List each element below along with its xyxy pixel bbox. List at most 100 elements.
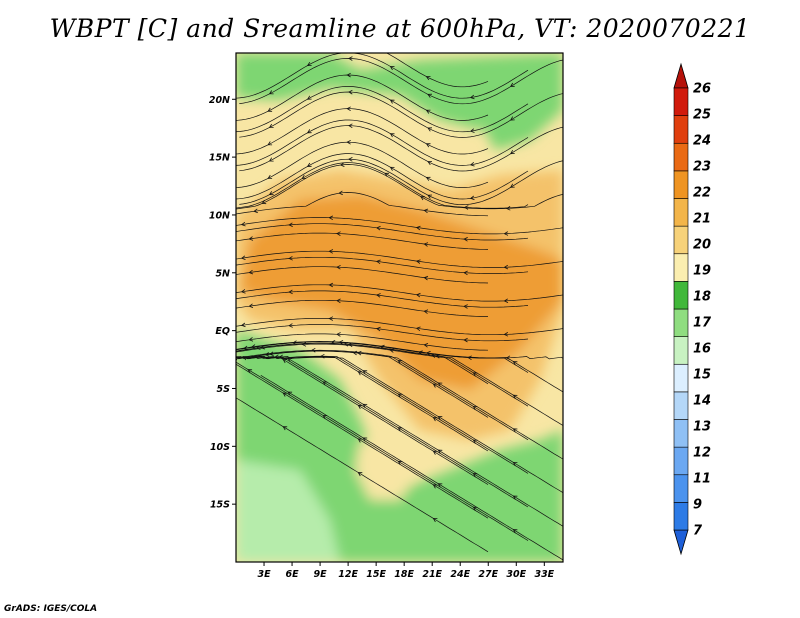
streamline-arrow: [375, 293, 381, 298]
streamline: [236, 256, 529, 274]
streamline: [236, 164, 563, 210]
streamline-arrow: [357, 404, 363, 409]
streamline-arrow: [415, 259, 421, 264]
colorbar-level-label: 17: [693, 316, 712, 331]
streamline: [236, 333, 489, 351]
streamline-arrow: [306, 95, 312, 100]
streamline-arrow: [463, 337, 468, 343]
streamline: [236, 266, 489, 284]
streamline: [239, 125, 563, 172]
colorbar-box: [673, 502, 689, 531]
streamline-arrow: [437, 416, 443, 421]
colorbar-box: [673, 170, 689, 199]
colorbar-box: [673, 198, 689, 227]
streamline: [236, 217, 563, 235]
streamlines: [236, 53, 563, 561]
streamline-arrow: [338, 190, 343, 196]
streamline-arrow: [463, 237, 468, 242]
colorbar-box: [673, 115, 689, 144]
green-light-southwest-region: [236, 460, 340, 562]
lon-tick-label: 18E: [394, 569, 414, 580]
streamline-arrow: [423, 275, 429, 281]
streamline-arrow: [432, 484, 438, 489]
streamline-arrow: [472, 439, 478, 444]
streamline-arrow: [268, 191, 274, 196]
streamline-arrow: [432, 517, 438, 523]
streamline-arrow: [472, 506, 478, 511]
colorbar-bottom-triangle: [673, 529, 689, 556]
streamline: [260, 375, 563, 561]
lat-tick-label: 20N: [209, 95, 230, 106]
streamline-arrow: [357, 371, 363, 376]
streamline-arrow: [362, 403, 368, 408]
lon-tick-label: 30E: [506, 569, 526, 580]
streamline-arrow: [423, 242, 429, 247]
streamline-arrow: [288, 289, 293, 295]
streamline-arrow: [397, 360, 403, 365]
streamline: [236, 141, 489, 188]
streamline: [236, 342, 563, 426]
streamline: [236, 53, 529, 99]
streamline-arrow: [432, 383, 438, 388]
colorbar-box: [673, 281, 689, 310]
colorbar-level-label: 20: [693, 238, 711, 253]
streamline-arrow: [505, 206, 511, 211]
longitude-axis: 3E 6E 9E 12E 15E 18E 21E 24E 27E 30E 33E: [257, 562, 555, 580]
streamline-arrow: [427, 161, 433, 166]
streamline-arrow: [268, 157, 274, 162]
colorbar-level-label: 16: [693, 342, 711, 357]
streamline-arrow: [389, 166, 395, 171]
streamline-arrow: [503, 264, 509, 270]
streamline-arrow: [437, 382, 443, 387]
streamline: [236, 397, 489, 553]
streamline: [236, 343, 529, 407]
colorbar-level-label: 24: [693, 134, 711, 149]
lat-tick-label: EQ: [215, 326, 230, 337]
colorbar-box: [673, 363, 689, 393]
streamline-arrow: [261, 199, 267, 205]
streamline-arrow: [384, 172, 389, 177]
streamline-arrow: [346, 72, 351, 78]
colorbar-level-label: 23: [693, 160, 711, 175]
streamline-arrow: [503, 231, 509, 236]
streamline-arrow: [310, 347, 316, 353]
streamline-arrow: [512, 361, 518, 366]
colorbar-level-label: 21: [693, 212, 711, 227]
streamline-arrow: [338, 339, 344, 345]
streamline: [236, 299, 489, 317]
colorbar-level-label: 13: [693, 420, 711, 435]
streamline-arrow: [336, 298, 341, 304]
streamline-arrow: [469, 195, 475, 201]
streamline-arrow: [397, 393, 403, 398]
streamline: [248, 356, 563, 494]
streamline-arrow: [250, 344, 256, 349]
colorbar-level-label: 26: [693, 82, 711, 97]
colorbar-box: [673, 253, 689, 282]
streamline-arrow: [301, 174, 307, 179]
streamline-arrow: [432, 450, 438, 455]
colorbar-box: [673, 446, 689, 476]
streamline-arrow: [435, 354, 440, 359]
colorbar-box: [673, 391, 689, 420]
streamline-arrow: [260, 344, 265, 350]
streamline-arrow: [357, 438, 363, 443]
colorbar-level-label: 9: [693, 498, 702, 513]
streamline-arrow: [463, 205, 469, 210]
streamline-arrow: [503, 332, 509, 337]
streamline-arrow: [282, 426, 288, 431]
streamline: [236, 341, 563, 393]
streamline-arrow: [512, 529, 518, 534]
colorbar: 7 9 11 12 13 14 15 16 17 18 19 20 21 22 23 24 25 26: [673, 62, 712, 556]
streamline-arrow: [503, 298, 509, 303]
lat-tick-label: 15S: [210, 500, 230, 511]
streamline: [236, 290, 529, 308]
streamline-arrow: [328, 282, 334, 288]
streamline-arrow: [248, 236, 254, 241]
streamline-arrow: [362, 437, 368, 442]
streamline-arrow: [375, 259, 381, 265]
streamline-arrow: [469, 128, 475, 133]
streamline-arrow: [509, 183, 515, 188]
streamline: [236, 341, 529, 373]
colorbar-box: [673, 308, 689, 337]
